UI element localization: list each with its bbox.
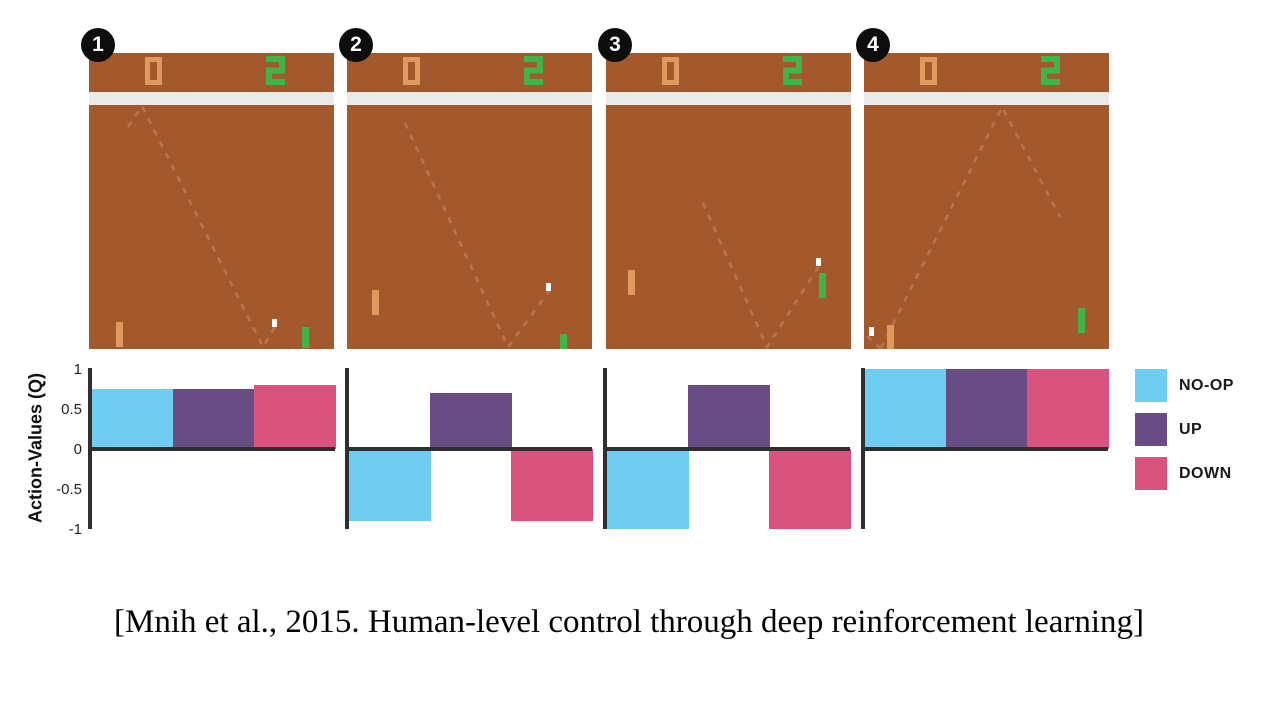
play-area	[89, 105, 334, 349]
bar-noop	[92, 389, 174, 449]
legend-label: NO-OP	[1179, 376, 1234, 394]
top-wall-band	[89, 92, 334, 105]
score-digit-segment	[524, 56, 543, 62]
score-digit-segment	[266, 70, 272, 85]
top-wall-band	[864, 92, 1109, 105]
legend-label: DOWN	[1179, 464, 1232, 482]
bar-up	[430, 393, 512, 449]
score-digit-segment	[524, 70, 530, 85]
pong-frame-1: 1	[81, 28, 334, 350]
bar-down	[769, 449, 851, 529]
bar-noop	[349, 449, 431, 521]
ball	[546, 283, 551, 291]
left-paddle	[116, 322, 123, 347]
chart-zero-line	[88, 447, 335, 451]
legend-row-no-op: NO-OP	[1135, 369, 1234, 402]
ball-trajectory	[126, 103, 278, 350]
legend-swatch	[1135, 457, 1167, 490]
score-digit-segment	[783, 79, 802, 85]
frame-number-badge: 4	[856, 28, 890, 62]
y-tick-label: 1	[73, 361, 82, 378]
pong-frame-2: 2	[339, 28, 592, 350]
right-paddle	[819, 273, 826, 298]
pong-frame-3: 3	[598, 28, 851, 350]
score-digit-segment	[1041, 67, 1060, 74]
play-area	[864, 105, 1109, 349]
score-digit-segment	[783, 70, 789, 85]
score-band	[606, 53, 851, 92]
bar-down	[254, 385, 336, 449]
score-digit-segment	[1041, 79, 1060, 85]
ball-trajectory	[403, 122, 552, 350]
right-paddle	[560, 334, 567, 349]
score-band	[347, 53, 592, 92]
y-tick-label: -0.5	[56, 481, 82, 498]
legend-label: UP	[1179, 420, 1203, 438]
score-digit-segment	[1041, 56, 1060, 62]
legend-swatch	[1135, 369, 1167, 402]
ball	[869, 327, 874, 336]
bar-down	[1027, 369, 1109, 449]
citation-caption: [Mnih et al., 2015. Human-level control …	[114, 604, 1144, 640]
left-paddle	[372, 290, 379, 315]
pong-screen	[347, 53, 592, 350]
ball	[272, 319, 277, 327]
score-digit-segment	[524, 79, 543, 85]
bar-up	[688, 385, 770, 449]
bar-noop	[607, 449, 689, 529]
top-wall-band	[606, 92, 851, 105]
pong-screen	[864, 53, 1109, 350]
bar-up	[173, 389, 255, 449]
legend-swatch	[1135, 413, 1167, 446]
top-wall-band	[347, 92, 592, 105]
legend-row-up: UP	[1135, 413, 1202, 446]
legend-row-down: DOWN	[1135, 457, 1232, 490]
y-tick-label: 0	[73, 441, 82, 458]
frame-number-badge: 2	[339, 28, 373, 62]
y-axis-title: Action-Values (Q)	[25, 372, 46, 524]
left-paddle	[628, 270, 635, 295]
y-tick-label: 0.5	[61, 401, 82, 418]
bar-noop	[865, 369, 947, 449]
score-left-digit	[403, 57, 420, 85]
pong-screen	[606, 53, 851, 350]
ball-trajectory	[879, 104, 1062, 349]
score-left-digit	[920, 57, 937, 85]
score-digit-segment	[1054, 56, 1060, 73]
score-digit-segment	[279, 56, 285, 73]
ball-trajectory	[866, 335, 882, 350]
chart-zero-line	[603, 447, 850, 451]
score-digit-segment	[783, 67, 802, 74]
bar-up	[946, 369, 1028, 449]
score-digit-segment	[796, 56, 802, 73]
score-digit-segment	[266, 56, 285, 62]
ball-trajectory	[701, 202, 821, 350]
pong-frame-4: 4	[856, 28, 1109, 350]
score-digit-segment	[266, 79, 285, 85]
bar-down	[511, 449, 593, 521]
play-area	[347, 105, 592, 349]
score-digit-segment	[524, 67, 543, 74]
score-left-digit	[662, 57, 679, 85]
right-paddle	[1078, 308, 1085, 333]
frame-number-badge: 3	[598, 28, 632, 62]
chart-zero-line	[861, 447, 1108, 451]
score-band	[864, 53, 1109, 92]
pong-screen	[89, 53, 334, 350]
left-paddle	[887, 325, 894, 349]
frame-number-badge: 1	[81, 28, 115, 62]
score-digit-segment	[783, 56, 802, 62]
chart-zero-line	[345, 447, 592, 451]
right-paddle	[302, 327, 309, 348]
score-left-digit	[145, 57, 162, 85]
ball	[816, 258, 821, 266]
score-digit-segment	[1041, 70, 1047, 85]
score-digit-segment	[266, 67, 285, 74]
score-band	[89, 53, 334, 92]
play-area	[606, 105, 851, 349]
score-digit-segment	[537, 56, 543, 73]
y-tick-label: -1	[68, 521, 82, 538]
